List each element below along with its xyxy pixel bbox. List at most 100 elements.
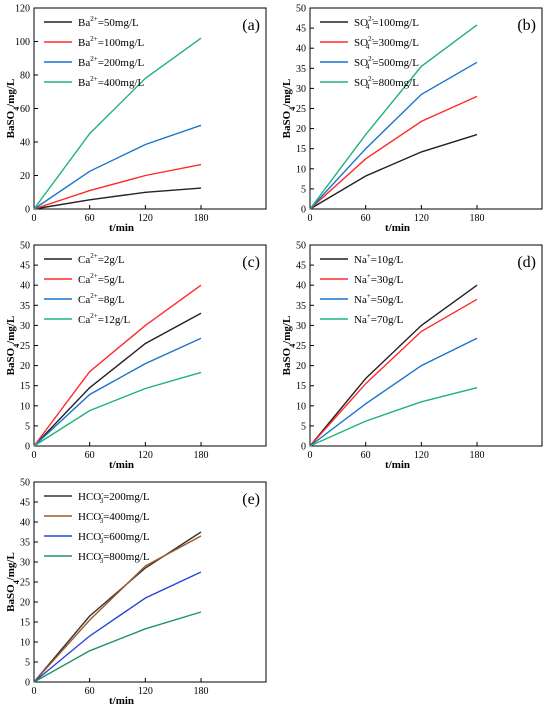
chart-panel-a: 0 20 40 60 80 100 120 0 60 120 180 t/min BaSO4/mg/L B… <box>5 4 267 234</box>
y-tick-label: 60 <box>20 104 30 115</box>
y-tick-label: 40 <box>20 138 30 149</box>
y-tick-label: 45 <box>20 261 30 272</box>
y-tick-label: 50 <box>296 241 306 252</box>
x-tick-label: 120 <box>414 450 429 461</box>
y-tick-label: 5 <box>301 421 306 432</box>
x-tick-label: 120 <box>414 213 429 224</box>
y-axis-title: BaSO4/mg/L <box>281 79 297 139</box>
y-tick-label: 50 <box>20 478 30 489</box>
legend-label-3: Na+=50g/L <box>354 292 404 306</box>
legend-label-4: Ca2+=12g/L <box>78 312 130 326</box>
series-line-2 <box>33 535 202 683</box>
x-tick-label: 180 <box>194 686 209 697</box>
panel-label: (a) <box>242 17 260 34</box>
y-tick-label: 20 <box>296 361 306 372</box>
y-tick-label: 45 <box>296 24 306 35</box>
x-tick-label: 0 <box>308 450 313 461</box>
y-tick-label: 40 <box>296 281 306 292</box>
y-tick-label: 0 <box>25 205 30 216</box>
series-line-4 <box>309 387 478 447</box>
x-tick-label: 120 <box>138 213 153 224</box>
series-line-3 <box>309 337 478 447</box>
series-line-4 <box>33 37 202 210</box>
plot-frame <box>33 7 267 210</box>
legend-label-4: Ba2+=400mg/L <box>78 75 145 89</box>
chart-panel-e: 0 5 10 15 20 25 30 35 40 45 50 0 60 120 180 t/min BaSO4/… <box>5 478 267 707</box>
y-tick-label: 40 <box>296 44 306 55</box>
x-tick-label: 180 <box>194 213 209 224</box>
x-tick-label: 0 <box>308 213 313 224</box>
x-tick-label: 0 <box>32 686 37 697</box>
y-tick-label: 35 <box>20 301 30 312</box>
y-tick-label: 0 <box>301 205 306 216</box>
x-axis-title: t/min <box>385 459 410 471</box>
plot-frame <box>33 244 267 447</box>
series-line-2 <box>309 298 478 447</box>
legend-label-1: Ba2+=50mg/L <box>78 15 139 29</box>
y-tick-label: 45 <box>20 498 30 509</box>
y-tick-label: 45 <box>296 261 306 272</box>
series-line-1 <box>33 187 202 210</box>
x-tick-label: 180 <box>470 450 485 461</box>
y-tick-label: 20 <box>296 124 306 135</box>
y-tick-label: 20 <box>20 598 30 609</box>
legend-label-3: Ba2+=200mg/L <box>78 55 145 69</box>
series-line-1 <box>33 531 202 683</box>
series-line-3 <box>33 337 202 447</box>
y-tick-label: 50 <box>296 4 306 15</box>
legend-label-3: Ca2+=8g/L <box>78 292 125 306</box>
y-axis-title: BaSO4/mg/L <box>281 316 297 376</box>
series-line-1 <box>309 133 478 210</box>
y-tick-label: 25 <box>20 341 30 352</box>
y-tick-label: 80 <box>20 71 30 82</box>
y-tick-label: 30 <box>20 558 30 569</box>
y-tick-label: 20 <box>20 361 30 372</box>
y-tick-label: 10 <box>20 401 30 412</box>
legend-label-4: SO2-4 =800mg/L <box>354 75 419 91</box>
x-tick-label: 120 <box>138 450 153 461</box>
y-tick-label: 0 <box>301 442 306 453</box>
panel-label: (c) <box>242 254 260 271</box>
series-line-2 <box>309 95 478 210</box>
legend-label-2: Na+=30g/L <box>354 272 404 286</box>
series-line-4 <box>33 371 202 447</box>
legend-label-1: HCO-3=200mg/L <box>78 489 150 505</box>
y-tick-label: 25 <box>296 104 306 115</box>
x-tick-label: 60 <box>85 686 95 697</box>
series-line-1 <box>309 284 478 447</box>
x-axis-title: t/min <box>109 222 134 234</box>
y-tick-label: 30 <box>20 321 30 332</box>
x-axis-title: t/min <box>109 459 134 471</box>
legend-label-2: HCO-3=400mg/L <box>78 509 150 525</box>
y-tick-label: 30 <box>296 321 306 332</box>
y-tick-label: 10 <box>296 164 306 175</box>
series-line-4 <box>33 611 202 683</box>
y-tick-label: 0 <box>25 442 30 453</box>
plot-frame <box>309 7 543 210</box>
x-axis-title: t/min <box>109 695 134 707</box>
panel-label: (b) <box>517 17 536 34</box>
x-tick-label: 120 <box>138 686 153 697</box>
y-axis-title: BaSO4/mg/L <box>5 552 21 612</box>
legend-label-3: HCO-3=600mg/L <box>78 529 150 545</box>
x-tick-label: 60 <box>85 450 95 461</box>
y-tick-label: 120 <box>15 4 30 15</box>
y-axis-title: BaSO4/mg/L <box>5 79 21 139</box>
legend-label-1: SO2-4 =100mg/L <box>354 15 419 31</box>
y-tick-label: 50 <box>20 241 30 252</box>
legend-label-4: Na+=70g/L <box>354 312 404 326</box>
legend-label-4: HCO-3=800mg/L <box>78 549 150 565</box>
series-line-1 <box>33 312 202 447</box>
x-tick-label: 0 <box>32 213 37 224</box>
y-tick-label: 15 <box>296 144 306 155</box>
y-tick-label: 25 <box>296 341 306 352</box>
plot-frame <box>33 481 267 683</box>
x-tick-label: 180 <box>194 450 209 461</box>
y-tick-label: 30 <box>296 84 306 95</box>
plot-frame <box>309 244 543 447</box>
x-tick-label: 60 <box>361 450 371 461</box>
panel-label: (d) <box>517 254 536 271</box>
y-tick-label: 20 <box>20 171 30 182</box>
y-tick-label: 10 <box>296 401 306 412</box>
